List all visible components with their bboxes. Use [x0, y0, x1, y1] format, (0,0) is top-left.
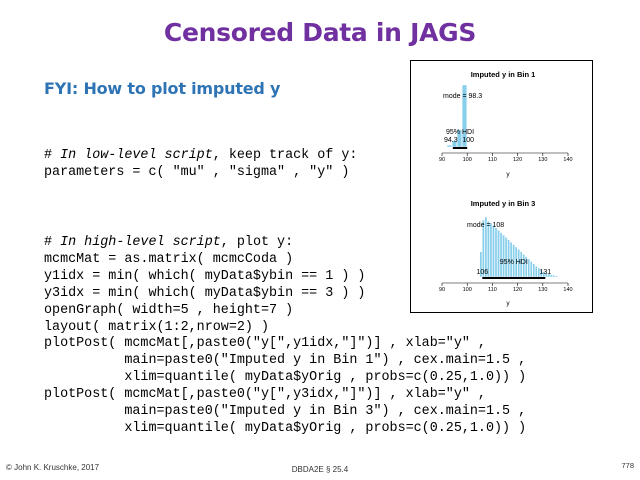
code-line: plotPost( mcmcMat[,paste0("y[",y3idx,"]"… [44, 387, 526, 404]
x-tick-label: 90 [439, 157, 445, 163]
histogram-bar [492, 225, 495, 278]
code-segment: plotPost( mcmcMat[,paste0("y[",y1idx,"]"… [44, 336, 486, 352]
code-segment: xlim=quantile( myData$yOrig , probs=c(0.… [44, 420, 527, 436]
x-tick-label: 140 [563, 157, 572, 163]
code-line: # In high-level script, plot y: [44, 235, 526, 252]
histogram-bar [552, 274, 556, 278]
histogram-bar [446, 144, 452, 148]
code-line: y3idx = min( which( myData$ybin == 3 ) ) [44, 286, 526, 303]
x-axis-label: y [506, 171, 510, 178]
code-segment: # [44, 148, 61, 163]
posterior-figure: Imputed y in Bin 1 90 100 110 120 130 140 y mode… [410, 60, 593, 313]
code-line: xlim=quantile( myData$yOrig , probs=c(0.… [44, 421, 526, 438]
x-tick-label: 100 [463, 157, 472, 163]
code-segment: y3idx = min( which( myData$ybin == 3 ) ) [44, 285, 366, 301]
code-segment: y1idx = min( which( myData$ybin == 1 ) ) [44, 268, 366, 284]
copyright-footer: © John K. Kruschke, 2017 [6, 463, 100, 472]
hdi-low-label: 94.3 [444, 137, 458, 144]
code-segment: , plot y: [220, 235, 294, 250]
page-number: 778 [621, 461, 634, 470]
hdi-high-label: 100 [462, 137, 474, 144]
x-tick-label: 130 [538, 157, 547, 163]
section-reference: DBDA2E § 25.4 [291, 465, 349, 474]
chart-title: Imputed y in Bin 3 [471, 199, 536, 208]
code-segment: main=paste0("Imputed y in Bin 3") , cex.… [44, 404, 527, 420]
code-line: openGraph( width=5 , height=7 ) [44, 303, 526, 320]
hdi-high-label: 131 [539, 269, 551, 276]
code-segment: xlim=quantile( myData$yOrig , probs=c(0.… [44, 370, 527, 386]
x-axis-label: y [506, 300, 510, 307]
histogram-bar [547, 273, 551, 278]
slide-title: Censored Data in JAGS [163, 18, 477, 47]
x-tick-label: 110 [488, 157, 497, 163]
code-segment: In low-level script [60, 148, 213, 163]
histogram-bar [532, 263, 536, 278]
code-line: layout( matrix(1:2,nrow=2) ) [44, 320, 526, 337]
x-tick-label: 130 [538, 287, 547, 293]
x-tick-label: 120 [513, 287, 522, 293]
histogram-bar [535, 265, 538, 278]
hdi-low-label: 106 [476, 269, 488, 276]
x-tick-label: 140 [563, 287, 572, 293]
histogram-bar [545, 272, 548, 278]
x-tick-label: 110 [488, 287, 497, 293]
code-line: plotPost( mcmcMat[,paste0("y[",y1idx,"]"… [44, 336, 526, 353]
code-segment: mcmcMat = as.matrix( mcmcCoda ) [44, 251, 294, 267]
code-block-high-level: # In high-level script, plot y: mcmcMat =… [44, 235, 526, 438]
histogram-bar [494, 227, 498, 278]
histogram-bar [555, 275, 558, 278]
x-tick-label: 120 [513, 157, 522, 163]
hdi-label: 95% HDI [446, 129, 474, 136]
code-segment: openGraph( width=5 , height=7 ) [44, 302, 294, 318]
code-line: xlim=quantile( myData$yOrig , probs=c(0.… [44, 370, 526, 387]
code-segment: plotPost( mcmcMat[,paste0("y[",y3idx,"]"… [44, 387, 486, 403]
histogram-bar [550, 274, 553, 278]
code-segment: # [44, 235, 61, 250]
mode-label: mode = 98.3 [443, 93, 482, 100]
code-segment: , keep track of y: [212, 148, 358, 163]
histogram-bar [499, 232, 503, 278]
code-segment: In high-level script [60, 235, 221, 250]
histogram-bar [504, 237, 508, 278]
code-line: # In low-level script, keep track of y: [44, 148, 357, 165]
histogram-bar [479, 251, 483, 278]
hdi-label: 95% HDI [500, 259, 528, 266]
code-block-low-level: # In low-level script, keep track of y: p… [44, 148, 357, 182]
code-line: mcmcMat = as.matrix( mcmcCoda ) [44, 252, 526, 269]
x-tick-label: 90 [439, 287, 445, 293]
mode-label: mode = 108 [467, 222, 504, 229]
histogram-bar [502, 234, 505, 278]
histogram-bar [527, 258, 531, 278]
chart-title: Imputed y in Bin 1 [471, 70, 536, 79]
histogram-bar [529, 261, 533, 278]
code-line: y1idx = min( which( myData$ybin == 1 ) ) [44, 269, 526, 286]
histogram-bar [497, 229, 500, 278]
code-segment: layout( matrix(1:2,nrow=2) ) [44, 319, 269, 335]
code-segment: main=paste0("Imputed y in Bin 1") , cex.… [44, 353, 527, 369]
slide-subtitle: FYI: How to plot imputed y [44, 79, 281, 98]
x-tick-label: 100 [463, 287, 472, 293]
code-segment: parameters = c( "mu" , "sigma" , "y" ) [44, 164, 350, 180]
code-line: main=paste0("Imputed y in Bin 3") , cex.… [44, 404, 526, 421]
posterior-histograms-svg: Imputed y in Bin 1 90 100 110 120 130 140 y mode… [439, 70, 573, 307]
histogram-bar [489, 222, 493, 278]
code-line: main=paste0("Imputed y in Bin 1") , cex.… [44, 353, 526, 370]
code-line: parameters = c( "mu" , "sigma" , "y" ) [44, 165, 357, 182]
